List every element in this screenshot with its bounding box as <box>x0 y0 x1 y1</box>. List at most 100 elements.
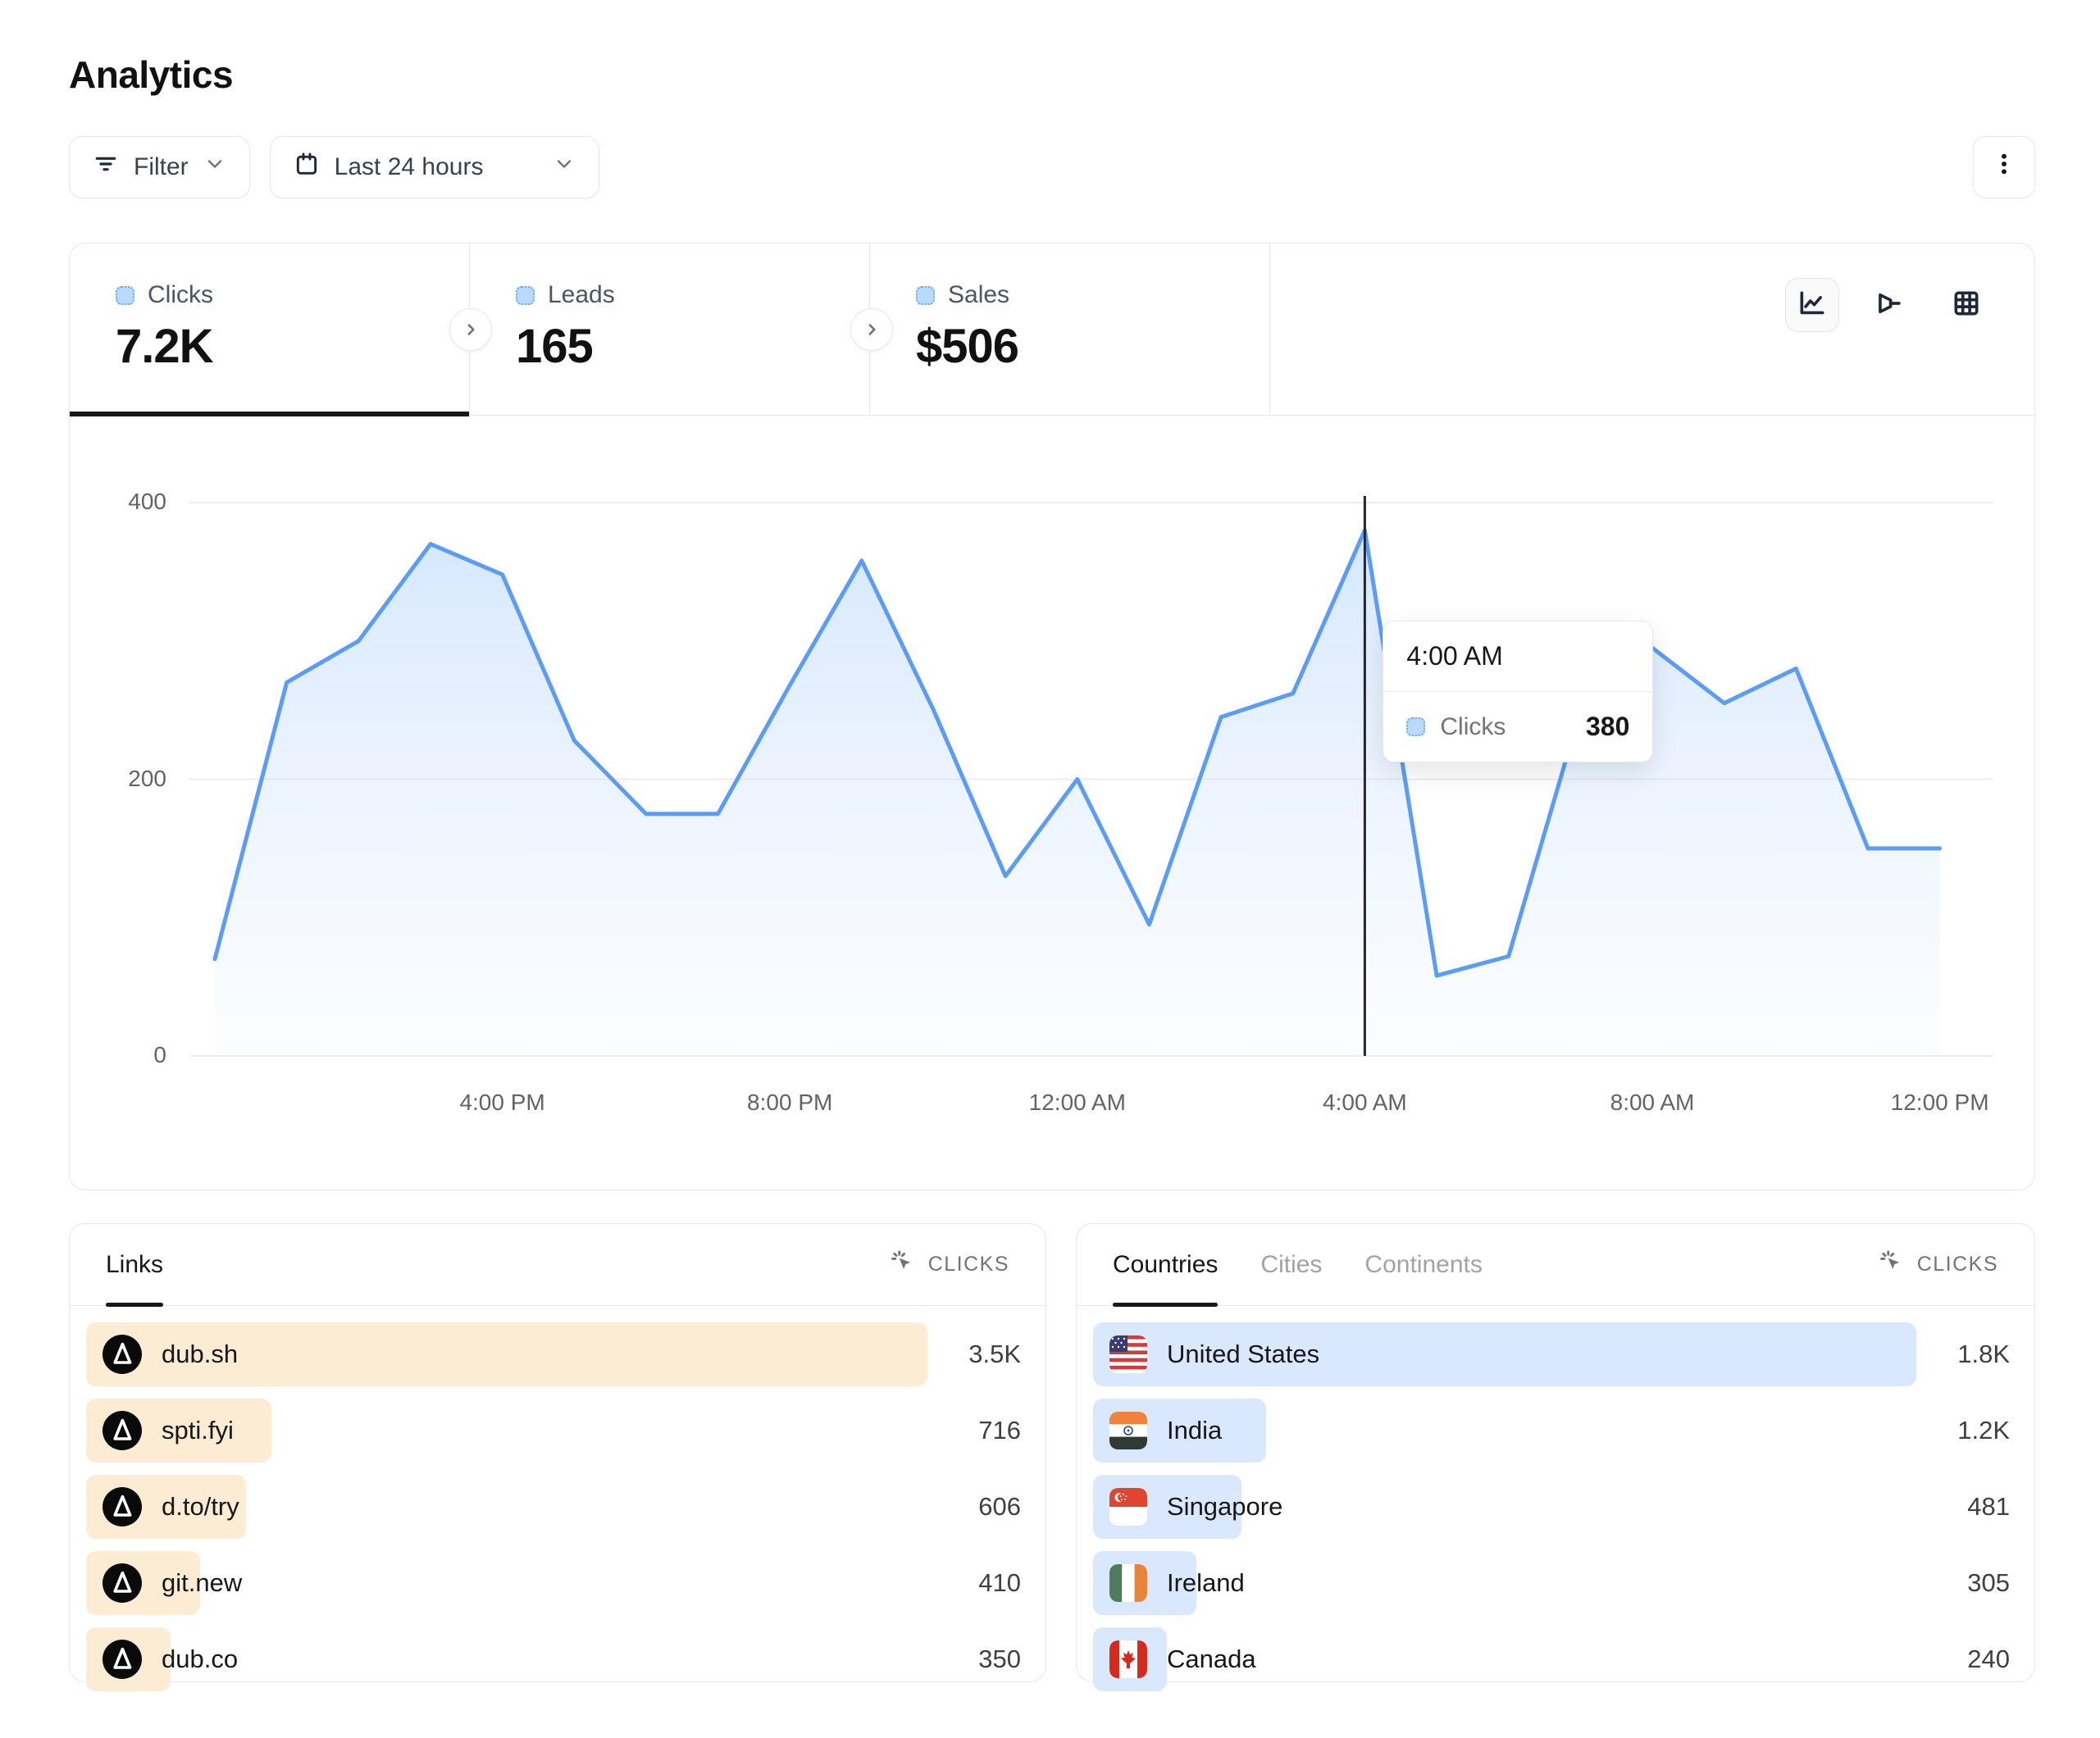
leads-label: Leads <box>548 281 615 308</box>
link-row-spti-fyi[interactable]: spti.fyi 716 <box>86 1399 1029 1463</box>
date-range-label: Last 24 hours <box>334 153 484 180</box>
cursor-click-icon <box>1878 1248 1906 1281</box>
breakdown-panels: Links CLICKS <box>69 1223 2035 1691</box>
link-clicks: 3.5K <box>968 1340 1021 1368</box>
chart-area-fill <box>215 530 1940 1056</box>
sales-value: $506 <box>916 320 1019 373</box>
link-label: spti.fyi <box>162 1416 234 1445</box>
link-clicks: 350 <box>978 1645 1021 1673</box>
country-clicks: 305 <box>1967 1568 2010 1597</box>
link-clicks: 410 <box>978 1568 1021 1597</box>
country-row-singapore[interactable]: Singapore 481 <box>1093 1475 2018 1539</box>
dub-logo-icon <box>102 1563 142 1603</box>
more-options-button[interactable] <box>1973 136 2035 198</box>
countries-list: United States 1.8K In <box>1077 1306 2034 1720</box>
clicks-value: 7.2K <box>116 320 214 373</box>
tab-links[interactable]: Links <box>106 1224 164 1307</box>
kebab-menu-icon <box>1991 151 2017 184</box>
country-label: Ireland <box>1167 1568 1245 1597</box>
chart-tooltip: 4:00 AM Clicks 380 <box>1383 621 1654 762</box>
link-clicks: 716 <box>978 1416 1021 1445</box>
leads-value: 165 <box>516 320 594 373</box>
x-axis-tick: 4:00 PM <box>459 1090 545 1115</box>
y-axis-tick: 200 <box>128 765 166 791</box>
table-grid-icon <box>1951 288 1982 323</box>
y-axis-tick: 0 <box>153 1042 166 1067</box>
links-list: dub.sh 3.5K spti.fyi 716 d <box>70 1306 1045 1720</box>
chevron-down-icon <box>553 152 576 182</box>
x-axis-tick: 12:00 AM <box>1028 1090 1126 1115</box>
calendar-icon <box>294 151 320 184</box>
y-axis-tick: 400 <box>128 489 166 514</box>
country-clicks: 240 <box>1967 1645 2010 1673</box>
clicks-legend-dot <box>116 285 134 305</box>
next-stat-button[interactable] <box>449 307 492 351</box>
link-row-dub-sh[interactable]: dub.sh 3.5K <box>86 1322 1029 1386</box>
cursor-click-icon <box>889 1248 917 1281</box>
link-clicks: 606 <box>978 1492 1021 1521</box>
tab-clicks[interactable]: Clicks 7.2K <box>70 243 470 416</box>
country-label: United States <box>1167 1340 1320 1368</box>
analytics-card: Clicks 7.2K Leads 165 Sales $506 <box>69 243 2035 1190</box>
link-row-d-to-try[interactable]: d.to/try 606 <box>86 1475 1029 1539</box>
country-label: Canada <box>1167 1645 1256 1673</box>
dub-logo-icon <box>102 1411 142 1450</box>
link-label: d.to/try <box>162 1492 239 1521</box>
sales-legend-dot <box>916 285 935 305</box>
tab-leads[interactable]: Leads 165 <box>470 243 870 415</box>
flag-us-icon <box>1109 1335 1147 1373</box>
country-label: India <box>1167 1416 1223 1445</box>
funnel-chart-icon <box>1874 288 1905 323</box>
sales-label: Sales <box>948 281 1010 308</box>
country-row-united-states[interactable]: United States 1.8K <box>1093 1322 2018 1386</box>
link-label: dub.sh <box>162 1340 239 1368</box>
link-label: dub.co <box>162 1645 239 1673</box>
tab-countries[interactable]: Countries <box>1113 1224 1219 1307</box>
page-title: Analytics <box>69 53 234 96</box>
tooltip-time: 4:00 AM <box>1383 621 1653 692</box>
flag-india-icon <box>1109 1412 1147 1449</box>
next-stat-button[interactable] <box>850 307 893 351</box>
clicks-chart[interactable]: 0 200 400 4:00 PM 8:00 PM 12:00 AM 4:00 AM 8:0… <box>70 416 2034 1188</box>
toolbar: Filter Last 24 hours <box>69 136 2035 198</box>
chart-type-switcher <box>1785 278 1993 332</box>
x-axis-tick: 8:00 AM <box>1610 1090 1695 1115</box>
countries-metric[interactable]: CLICKS <box>1878 1248 1998 1281</box>
country-clicks: 481 <box>1967 1492 2010 1521</box>
tooltip-legend-dot <box>1406 717 1426 736</box>
links-panel: Links CLICKS <box>69 1223 1046 1691</box>
link-row-dub-co[interactable]: dub.co 350 <box>86 1627 1029 1691</box>
flag-ireland-icon <box>1109 1564 1147 1602</box>
table-view-button[interactable] <box>1939 278 1993 332</box>
filter-button[interactable]: Filter <box>69 136 250 198</box>
x-axis-tick: 4:00 AM <box>1323 1090 1407 1115</box>
chart-plot-area[interactable] <box>189 486 1993 1060</box>
country-row-canada[interactable]: Canada 240 <box>1093 1627 2018 1691</box>
line-chart-view-button[interactable] <box>1785 278 1839 332</box>
country-row-india[interactable]: India 1.2K <box>1093 1399 2018 1463</box>
dub-logo-icon <box>102 1640 142 1679</box>
links-metric[interactable]: CLICKS <box>889 1248 1009 1281</box>
link-row-git-new[interactable]: git.new 410 <box>86 1551 1029 1615</box>
tab-sales[interactable]: Sales $506 <box>870 243 1270 415</box>
line-chart-icon <box>1797 288 1828 323</box>
flag-canada-icon <box>1109 1640 1147 1678</box>
link-label: git.new <box>162 1568 243 1597</box>
tooltip-value: 380 <box>1586 712 1630 741</box>
countries-panel: Countries Cities Continents <box>1076 1223 2035 1691</box>
tooltip-series-label: Clicks <box>1440 712 1506 740</box>
funnel-chart-view-button[interactable] <box>1862 278 1916 332</box>
tab-cities[interactable]: Cities <box>1260 1250 1323 1278</box>
country-clicks: 1.8K <box>1957 1340 2010 1368</box>
stats-tabs: Clicks 7.2K Leads 165 Sales $506 <box>70 243 2034 416</box>
date-range-button[interactable]: Last 24 hours <box>269 136 599 198</box>
country-row-ireland[interactable]: Ireland 305 <box>1093 1551 2018 1615</box>
dub-logo-icon <box>102 1335 142 1374</box>
tab-continents[interactable]: Continents <box>1364 1250 1483 1278</box>
country-clicks: 1.2K <box>1957 1416 2010 1445</box>
country-label: Singapore <box>1167 1492 1283 1521</box>
x-axis-tick: 8:00 PM <box>747 1090 833 1115</box>
filter-label: Filter <box>134 153 189 180</box>
leads-legend-dot <box>516 285 535 305</box>
